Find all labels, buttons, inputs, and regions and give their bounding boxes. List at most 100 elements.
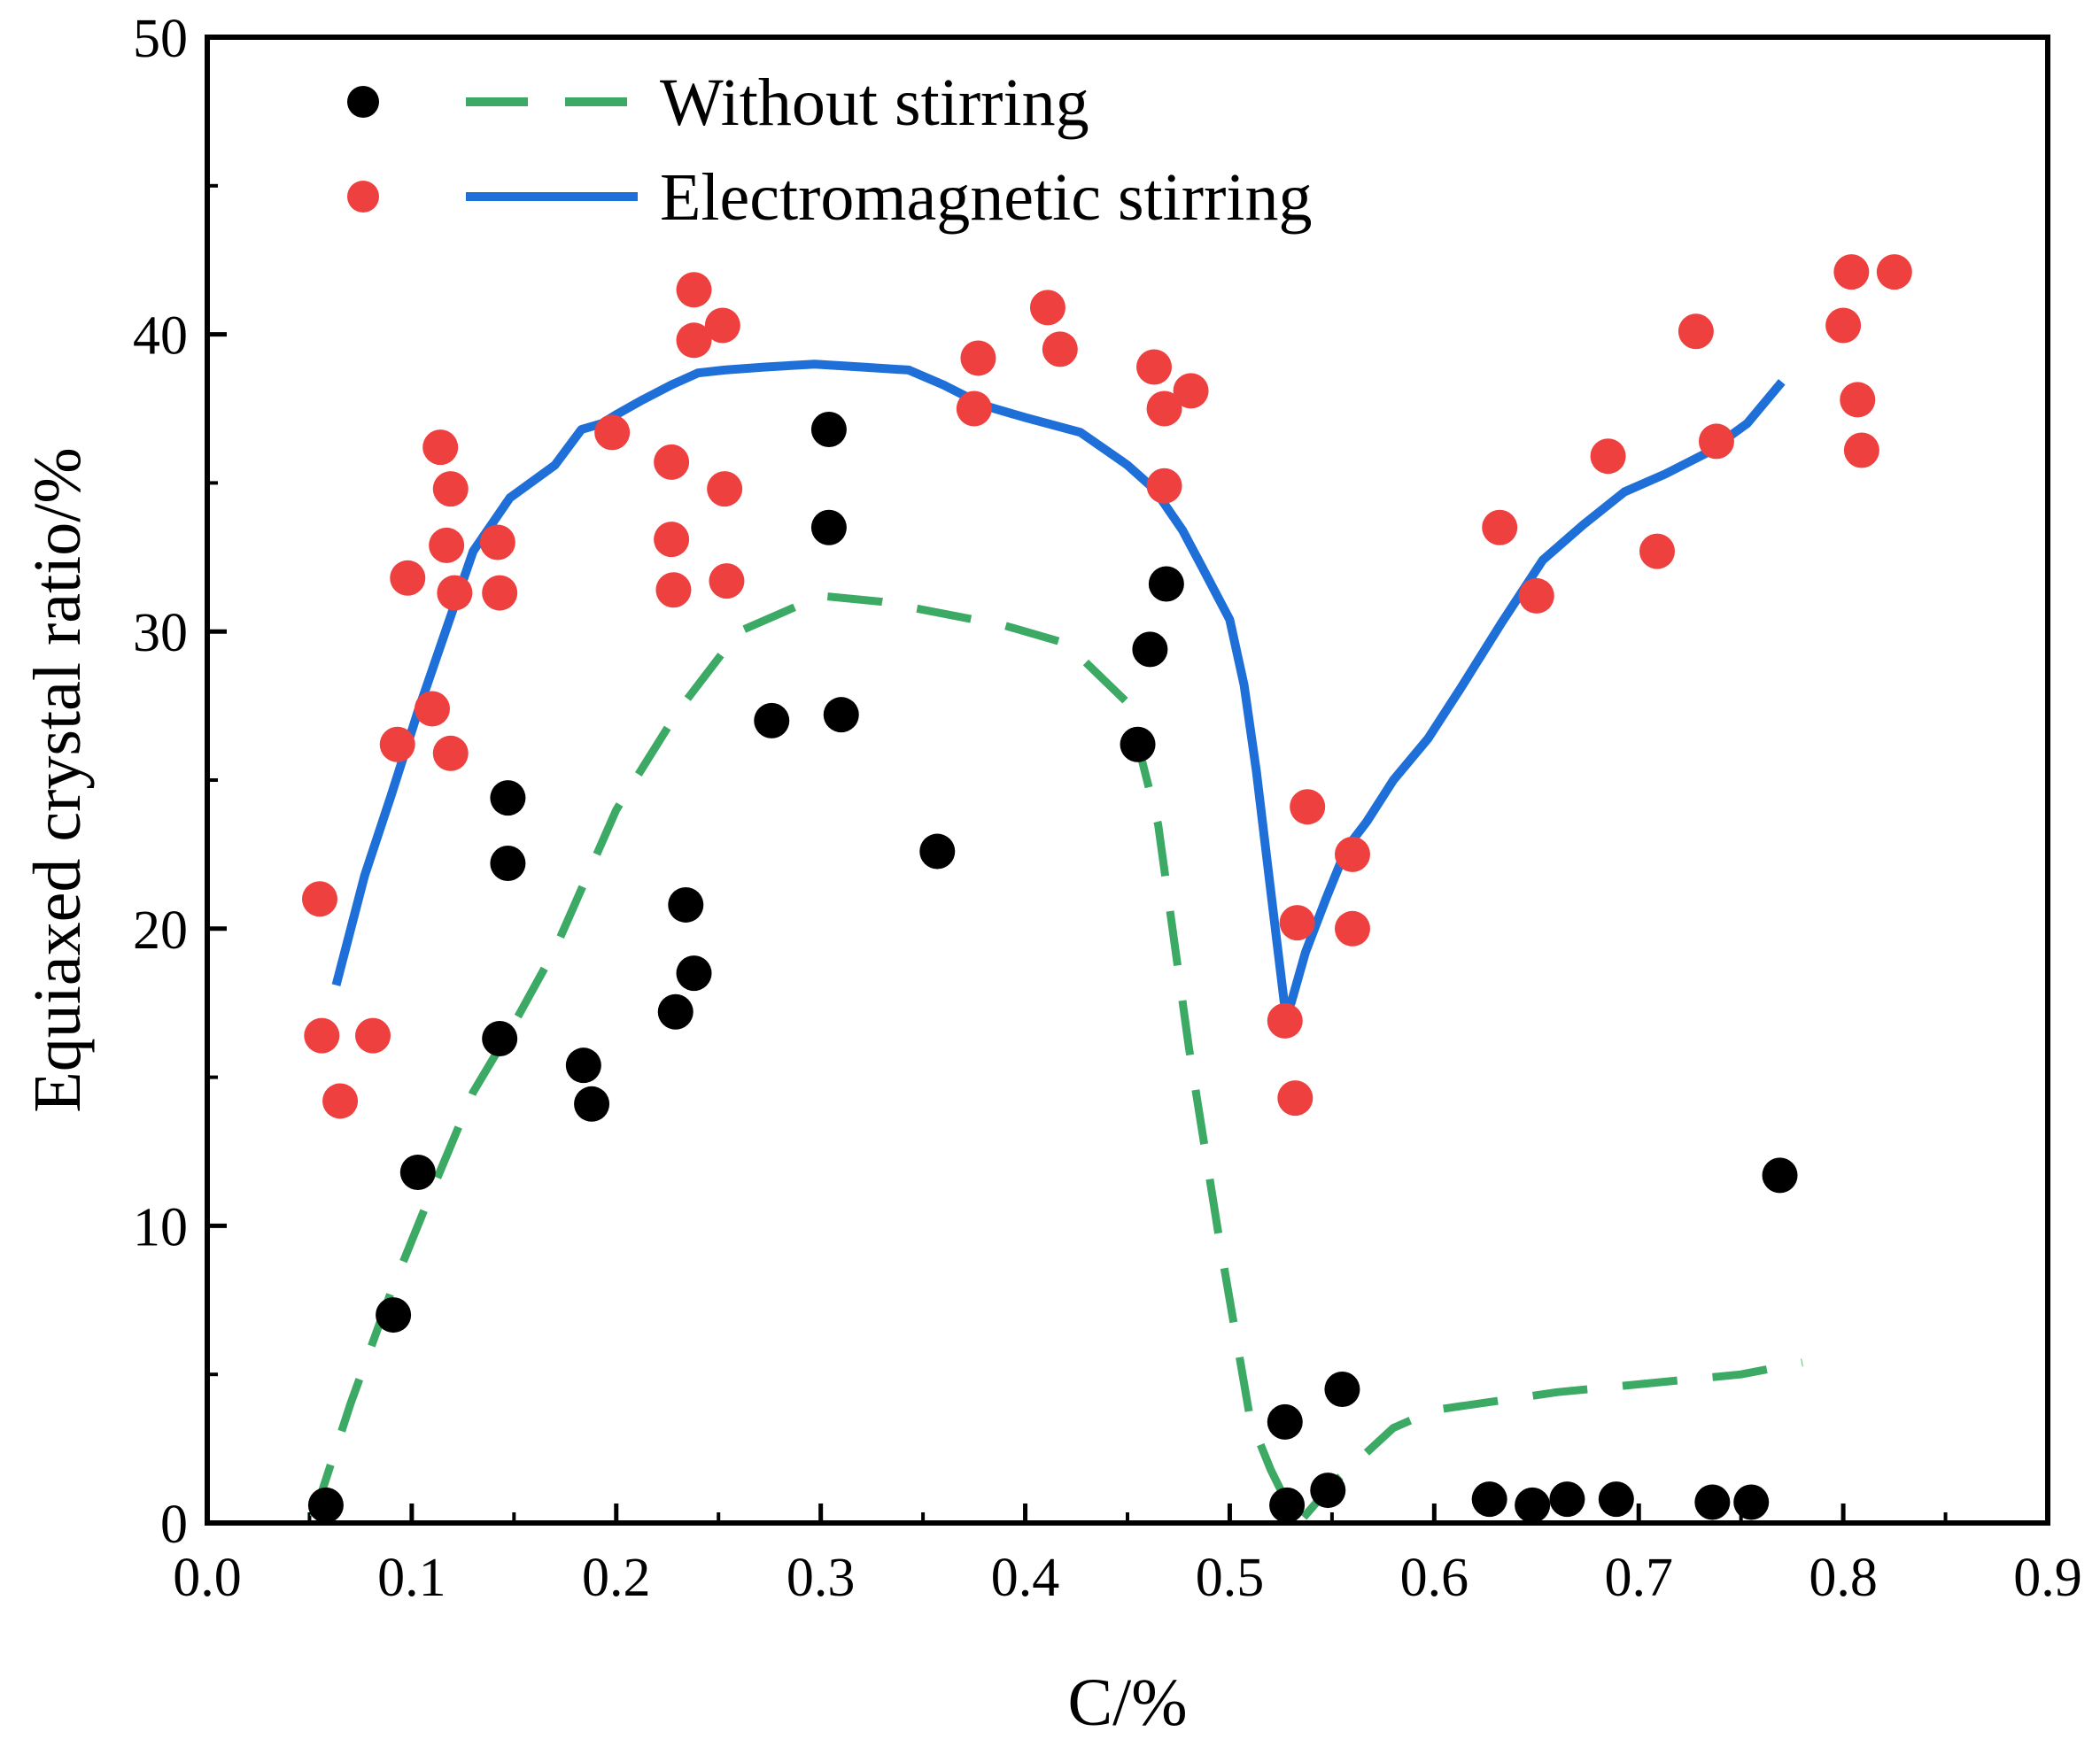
data-point-without-stirring [1694, 1484, 1731, 1520]
x-tick-label: 0.1 [377, 1548, 446, 1608]
data-point-electromagnetic-stirring [1334, 836, 1370, 872]
data-point-without-stirring [574, 1086, 610, 1122]
data-point-without-stirring [1598, 1481, 1634, 1518]
series-points [301, 254, 1912, 1523]
data-point-without-stirring [1471, 1481, 1507, 1518]
data-point-electromagnetic-stirring [655, 572, 692, 608]
data-point-electromagnetic-stirring [1876, 254, 1912, 290]
x-axis-ticks [205, 1504, 2050, 1523]
data-point-without-stirring [676, 955, 712, 992]
legend-entry-without-stirring: Without stirring [347, 66, 1089, 140]
data-point-electromagnetic-stirring [429, 527, 465, 563]
data-point-electromagnetic-stirring [1042, 331, 1078, 367]
data-point-without-stirring [1733, 1484, 1770, 1520]
x-axis-title: C/% [1067, 1666, 1187, 1740]
data-point-without-stirring [1515, 1487, 1551, 1523]
data-point-electromagnetic-stirring [1840, 382, 1876, 418]
data-point-electromagnetic-stirring [482, 575, 518, 611]
data-point-electromagnetic-stirring [379, 726, 415, 762]
data-point-electromagnetic-stirring [304, 1017, 340, 1054]
data-point-without-stirring [399, 1154, 436, 1190]
series-lines [309, 359, 1803, 1525]
data-point-without-stirring [810, 509, 847, 545]
data-point-without-stirring [565, 1047, 601, 1084]
data-point-without-stirring [307, 1487, 344, 1523]
data-point-without-stirring [490, 845, 526, 881]
data-point-electromagnetic-stirring [1825, 307, 1862, 344]
data-point-electromagnetic-stirring [1146, 390, 1182, 427]
data-point-electromagnetic-stirring [432, 471, 469, 507]
data-point-without-stirring [1120, 726, 1156, 762]
data-point-without-stirring [1549, 1481, 1585, 1518]
legend-marker-without-stirring [347, 86, 379, 118]
y-axis-ticks [207, 35, 227, 1526]
y-tick-label: 20 [133, 901, 188, 961]
data-point-electromagnetic-stirring [1678, 313, 1714, 350]
data-point-without-stirring [1267, 1403, 1303, 1440]
data-point-electromagnetic-stirring [594, 414, 631, 451]
x-tick-label: 0.5 [1196, 1548, 1265, 1608]
x-tick-label: 0.4 [991, 1548, 1060, 1608]
data-point-electromagnetic-stirring [1173, 373, 1209, 409]
data-point-electromagnetic-stirring [654, 444, 690, 480]
legend-marker-electromagnetic-stirring [347, 181, 379, 213]
data-point-without-stirring [668, 886, 704, 923]
x-tick-label: 0.3 [787, 1548, 856, 1608]
data-point-without-stirring [376, 1297, 412, 1333]
data-point-without-stirring [1324, 1371, 1360, 1407]
data-point-electromagnetic-stirring [390, 560, 426, 596]
x-tick-label: 0.0 [173, 1548, 242, 1608]
x-axis-tick-labels: 0.0 0.1 0.2 0.3 0.4 0.5 0.6 0.7 0.8 0.9 [173, 1548, 2082, 1608]
data-point-electromagnetic-stirring [1146, 468, 1182, 504]
y-tick-label: 30 [133, 603, 188, 663]
data-point-electromagnetic-stirring [437, 575, 473, 611]
data-point-without-stirring [1762, 1157, 1798, 1194]
trend-line-electromagnetic-stirring [331, 359, 1786, 1014]
data-point-electromagnetic-stirring [960, 340, 996, 376]
x-tick-label: 0.2 [582, 1548, 651, 1608]
data-point-electromagnetic-stirring [432, 735, 469, 771]
data-point-without-stirring [1269, 1487, 1306, 1523]
data-point-without-stirring [810, 411, 847, 447]
x-tick-label: 0.7 [1604, 1548, 1673, 1608]
data-point-electromagnetic-stirring [1590, 438, 1626, 475]
data-point-electromagnetic-stirring [676, 322, 712, 359]
data-point-without-stirring [1148, 566, 1184, 602]
data-point-electromagnetic-stirring [1639, 533, 1676, 569]
data-point-electromagnetic-stirring [676, 272, 712, 308]
legend-label-electromagnetic-stirring: Electromagnetic stirring [660, 160, 1313, 235]
data-point-without-stirring [490, 780, 526, 816]
data-point-electromagnetic-stirring [422, 429, 459, 466]
data-point-without-stirring [657, 993, 694, 1030]
data-point-electromagnetic-stirring [322, 1083, 359, 1119]
data-point-without-stirring [823, 697, 859, 733]
data-point-electromagnetic-stirring [1843, 432, 1879, 468]
data-point-electromagnetic-stirring [1698, 423, 1734, 460]
data-point-electromagnetic-stirring [654, 522, 690, 558]
data-point-without-stirring [1132, 631, 1168, 668]
data-point-electromagnetic-stirring [707, 471, 743, 507]
y-tick-label: 50 [133, 9, 188, 69]
y-tick-label: 10 [133, 1197, 188, 1257]
x-tick-label: 0.6 [1400, 1548, 1469, 1608]
data-point-electromagnetic-stirring [1279, 905, 1315, 941]
y-axis-title: Equiaxed crystal ratio/% [20, 447, 95, 1112]
data-point-electromagnetic-stirring [704, 307, 740, 344]
x-tick-label: 0.9 [2013, 1548, 2082, 1608]
legend-label-without-stirring: Without stirring [660, 66, 1089, 140]
trend-line-without-stirring [309, 591, 1803, 1525]
data-point-electromagnetic-stirring [1277, 1080, 1313, 1117]
y-tick-label: 40 [133, 306, 188, 367]
data-point-electromagnetic-stirring [1334, 910, 1370, 947]
data-point-electromagnetic-stirring [709, 563, 745, 599]
data-point-electromagnetic-stirring [1267, 1002, 1303, 1039]
data-point-without-stirring [754, 702, 790, 738]
x-tick-label: 0.8 [1809, 1548, 1878, 1608]
y-tick-label: 0 [160, 1495, 188, 1555]
data-point-electromagnetic-stirring [479, 524, 515, 560]
data-point-electromagnetic-stirring [1136, 349, 1173, 385]
data-point-without-stirring [482, 1020, 518, 1056]
